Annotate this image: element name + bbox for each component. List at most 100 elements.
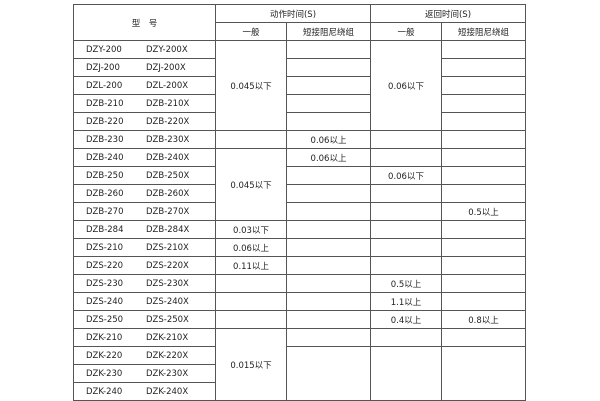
value-cell: [286, 238, 371, 257]
return-time-header: 返回时间(S): [370, 4, 526, 23]
value-cell: [286, 310, 371, 329]
model-cell: DZS-240 DZS-240X: [73, 292, 216, 311]
model-name: DZB-240: [86, 152, 124, 163]
value-cell: [441, 40, 526, 59]
value-cell: [370, 328, 442, 347]
value-cell: [441, 292, 526, 311]
model-cell: DZK-240 DZK-240X: [73, 382, 216, 401]
model-cell: DZK-220 DZK-220X: [73, 346, 216, 365]
value-cell: [286, 256, 371, 275]
value-cell: [441, 166, 526, 185]
table-row: DZB-230 DZB-230X 0.06以上: [73, 130, 526, 149]
model-name: DZB-270: [86, 206, 124, 217]
model-cell: DZB-210 DZB-210X: [73, 94, 216, 113]
model-cell: DZB-220 DZB-220X: [73, 112, 216, 131]
table-row: DZB-250 DZB-250X 0.06以下: [73, 166, 526, 185]
value-cell: [286, 184, 371, 203]
value-cell: [370, 184, 442, 203]
model-cell: DZL-200 DZL-200X: [73, 76, 216, 95]
value-cell: [370, 220, 442, 239]
value-cell: [286, 76, 371, 95]
model-cell: DZB-230 DZB-230X: [73, 130, 216, 149]
table-row: DZK-240 DZK-240X: [73, 382, 526, 401]
model-name: DZB-210: [86, 98, 124, 109]
value-cell: 0.06以下: [370, 166, 442, 185]
value-cell: [370, 130, 442, 149]
value-cell: [441, 148, 526, 167]
header-row-1: 型 号 动作时间(S) 返回时间(S): [73, 4, 526, 41]
table-row: DZB-284 DZB-284X 0.03以下: [73, 220, 526, 239]
value-cell: [286, 58, 371, 77]
table-row: DZJ-200 DZJ-200X: [73, 58, 526, 77]
model-name: DZB-250: [86, 170, 124, 181]
model-name: DZB-230: [86, 134, 124, 145]
model-name-x: DZS-240X: [146, 296, 189, 307]
model-header: 型 号: [73, 4, 216, 41]
value-cell: [286, 40, 371, 59]
value-cell: 0.06以上: [286, 148, 371, 167]
model-name: DZS-210: [86, 242, 124, 253]
model-name-x: DZB-250X: [146, 170, 190, 181]
value-cell: [286, 94, 371, 113]
action-short-damping-header: 短接阻尼绕组: [286, 22, 371, 41]
model-name-x: DZK-220X: [146, 350, 189, 361]
value-cell: 1.1以上: [370, 292, 442, 311]
model-cell: DZY-200 DZY-200X: [73, 40, 216, 59]
model-name-x: DZS-210X: [146, 242, 189, 253]
return-short-damping-header: 短接阻尼绕组: [441, 22, 526, 41]
model-name-x: DZK-240X: [146, 386, 189, 397]
table-row: DZB-260 DZB-260X: [73, 184, 526, 203]
return-general-header: 一般: [370, 22, 442, 41]
model-name: DZY-200: [86, 44, 122, 55]
model-name: DZB-260: [86, 188, 124, 199]
model-name-x: DZB-270X: [146, 206, 190, 217]
value-cell: [286, 328, 371, 347]
model-cell: DZS-250 DZS-250X: [73, 310, 216, 329]
model-cell: DZB-240 DZB-240X: [73, 148, 216, 167]
table-body: DZY-200 DZY-200X 0.045以下 0.06以下 DZJ-200 DZJ-2…: [73, 40, 526, 401]
model-name: DZS-220: [86, 260, 124, 271]
model-name: DZK-240: [86, 386, 123, 397]
value-cell: [441, 328, 526, 347]
table-row: DZB-210 DZB-210X: [73, 94, 526, 113]
value-cell: [441, 184, 526, 203]
model-name: DZS-250: [86, 314, 124, 325]
value-cell: [441, 256, 526, 275]
value-cell: [441, 238, 526, 257]
model-name-x: DZB-240X: [146, 152, 190, 163]
value-cell: [370, 148, 442, 167]
value-cell: 0.045以下: [215, 148, 287, 221]
model-name: DZK-220: [86, 350, 123, 361]
model-name: DZB-284: [86, 224, 124, 235]
model-name: DZB-220: [86, 116, 124, 127]
model-cell: DZS-210 DZS-210X: [73, 238, 216, 257]
value-cell: [370, 346, 442, 401]
action-general-header: 一般: [215, 22, 287, 41]
model-cell: DZJ-200 DZJ-200X: [73, 58, 216, 77]
model-name-x: DZL-200X: [146, 80, 189, 91]
value-cell: [215, 130, 287, 149]
table-row: DZB-220 DZB-220X: [73, 112, 526, 131]
header-row-2: 一般 短接阻尼绕组 一般 短接阻尼绕组: [74, 22, 526, 41]
model-name: DZJ-200: [86, 62, 120, 73]
model-cell: DZB-250 DZB-250X: [73, 166, 216, 185]
model-name-x: DZJ-200X: [146, 62, 186, 73]
table-row: DZB-270 DZB-270X 0.5以上: [73, 202, 526, 221]
table-row: DZK-230 DZK-230X: [73, 364, 526, 383]
relay-timing-table: 型 号 动作时间(S) 返回时间(S) 一般 短接阻尼绕组 一般 短接阻尼绕组 …: [73, 4, 526, 401]
action-time-header: 动作时间(S): [215, 4, 371, 23]
table-row: DZS-240 DZS-240X 1.1以上: [73, 292, 526, 311]
value-cell: 0.03以下: [215, 220, 287, 239]
model-name-x: DZB-230X: [146, 134, 190, 145]
model-cell: DZS-230 DZS-230X: [73, 274, 216, 293]
model-name-x: DZB-260X: [146, 188, 190, 199]
model-name-x: DZS-250X: [146, 314, 189, 325]
model-cell: DZB-260 DZB-260X: [73, 184, 216, 203]
model-name: DZL-200: [86, 80, 123, 91]
model-name: DZK-210: [86, 332, 123, 343]
model-cell: DZK-210 DZK-210X: [73, 328, 216, 347]
value-cell: [441, 94, 526, 113]
model-cell: DZS-220 DZS-220X: [73, 256, 216, 275]
value-cell: [286, 166, 371, 185]
table-row: DZS-220 DZS-220X 0.11以上: [73, 256, 526, 275]
